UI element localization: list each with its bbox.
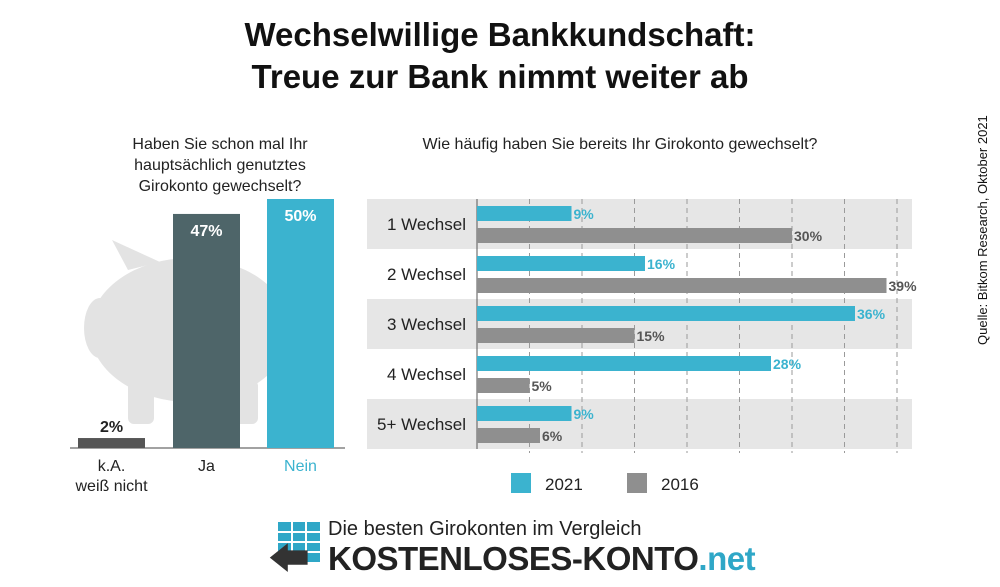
left-question-line-3: Girokonto gewechselt?: [138, 178, 302, 195]
bar-2021: [477, 256, 645, 271]
left-category-label: Nein: [284, 458, 317, 475]
left-category-label: weiß nicht: [74, 478, 148, 495]
title-line-2: Treue zur Bank nimmt weiter ab: [251, 58, 749, 95]
bar-2021: [477, 356, 771, 371]
bar-value-label: 28%: [773, 356, 802, 372]
left-chart-question: Haben Sie schon mal Ihr hauptsächlich ge…: [70, 134, 370, 197]
bar-value-label: 9%: [574, 206, 595, 222]
footer-brand-name: KOSTENLOSES-KONTO: [328, 540, 699, 577]
bar-2016: [477, 278, 887, 293]
legend-swatch-2016: [627, 473, 647, 493]
footer-brand-suffix: .net: [698, 540, 756, 577]
left-value-label: 2%: [100, 419, 123, 436]
title-line-1: Wechselwillige Bankkundschaft:: [244, 16, 756, 53]
row-category-label: 2 Wechsel: [387, 265, 466, 284]
legend-swatch-2021: [511, 473, 531, 493]
left-bar: [78, 438, 145, 448]
row-category-label: 5+ Wechsel: [377, 415, 466, 434]
left-category-label: k.A.: [98, 458, 126, 475]
left-value-label: 50%: [284, 208, 316, 225]
bar-value-label: 16%: [647, 256, 676, 272]
left-bar-group: 2% k.A. weiß nicht 47% Ja 50% Nein: [70, 199, 345, 495]
bar-2016: [477, 328, 635, 343]
left-bar: [267, 199, 334, 448]
bar-value-label: 9%: [574, 406, 595, 422]
right-bar-chart: 1 Wechsel 9% 30% 2 Wechsel 16% 39% 3 Wechsel 36…: [367, 199, 917, 494]
bar-2021: [477, 406, 572, 421]
bar-value-label: 39%: [889, 278, 918, 294]
bar-2016: [477, 378, 530, 393]
row-category-label: 4 Wechsel: [387, 365, 466, 384]
bar-2021: [477, 206, 572, 221]
footer-brand: KOSTENLOSES-KONTO.net: [328, 540, 756, 578]
bar-2021: [477, 306, 855, 321]
left-value-label: 47%: [190, 223, 222, 240]
right-chart-question: Wie häufig haben Sie bereits Ihr Girokon…: [422, 136, 818, 153]
bar-2016: [477, 228, 792, 243]
left-question-line-1: Haben Sie schon mal Ihr: [132, 136, 308, 153]
kostenloses-konto-logo-icon: [269, 522, 320, 572]
bar-value-label: 36%: [857, 306, 886, 322]
legend-label: 2016: [661, 475, 699, 494]
row-band: [367, 399, 912, 449]
row-category-label: 1 Wechsel: [387, 215, 466, 234]
row-category-label: 3 Wechsel: [387, 315, 466, 334]
bar-2016: [477, 428, 540, 443]
footer-subtitle: Die besten Girokonten im Vergleich: [328, 518, 642, 540]
bar-value-label: 6%: [542, 428, 563, 444]
left-question-line-2: hauptsächlich genutztes: [134, 157, 306, 174]
chart-title: Wechselwillige Bankkundschaft: Treue zur…: [0, 14, 1000, 98]
left-bar: [173, 213, 240, 448]
left-category-label: Ja: [198, 458, 215, 475]
bar-value-label: 15%: [637, 328, 666, 344]
legend-label: 2021: [545, 475, 583, 494]
bar-value-label: 5%: [532, 378, 553, 394]
bar-value-label: 30%: [794, 228, 823, 244]
